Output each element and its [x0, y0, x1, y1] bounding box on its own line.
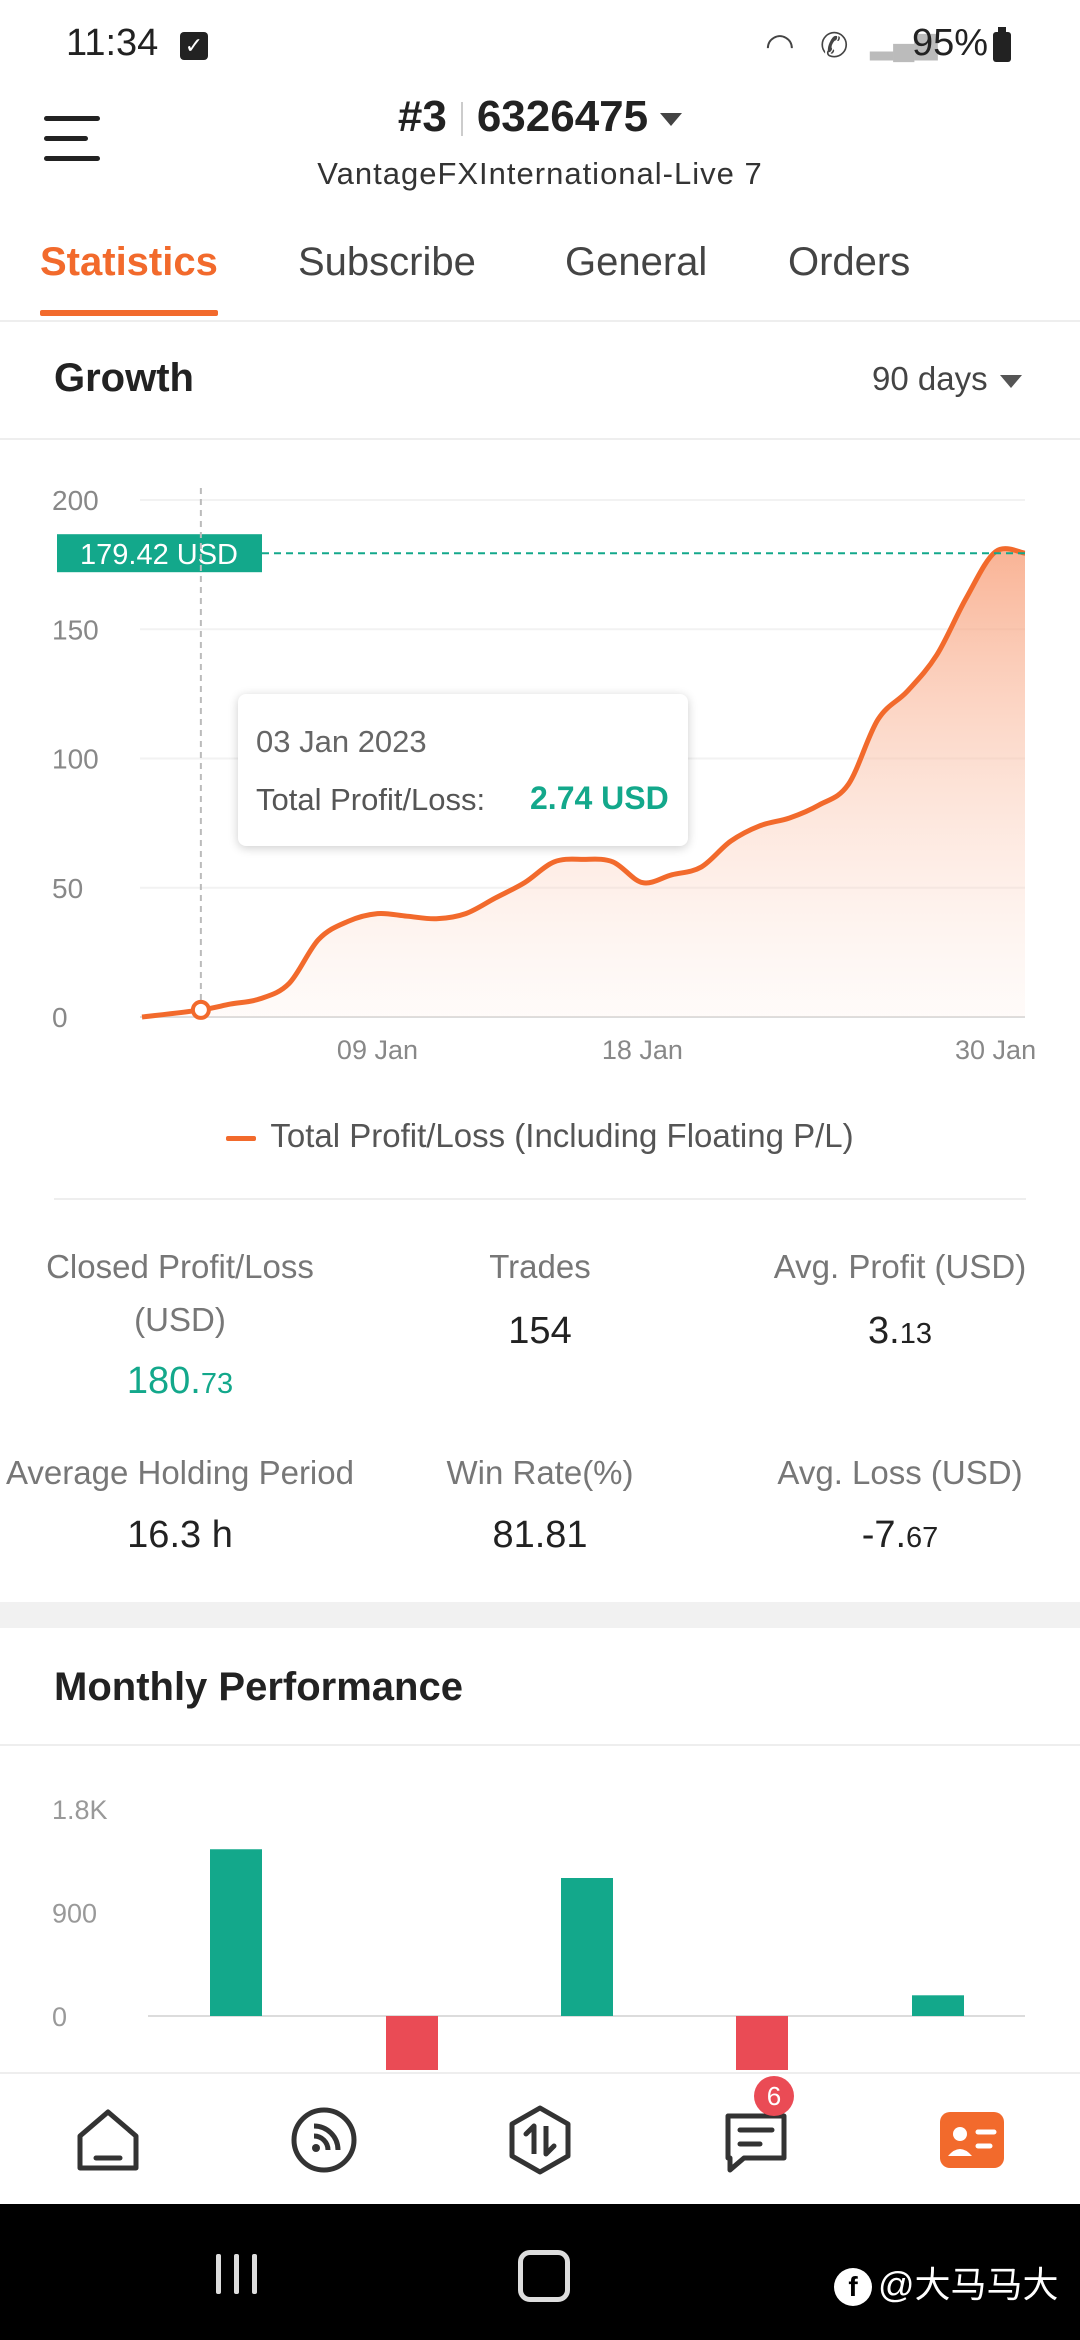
watermark-text: @大马马大	[878, 2264, 1059, 2305]
legend-swatch	[226, 1135, 257, 1141]
current-value-badge	[57, 534, 262, 573]
avg-profit-label: Avg. Profit (USD)	[773, 1248, 1027, 1285]
status-bar: 11:34 ✓ ◠ ✆ ▂▄▆ 95%	[0, 0, 1080, 90]
monthly-performance-chart[interactable]: 0 900 1.8K	[0, 1750, 1080, 2070]
divider	[0, 1744, 1080, 1746]
y-tick-label: 100	[52, 744, 99, 775]
tab-general[interactable]: General	[565, 240, 708, 284]
system-home-icon[interactable]	[518, 2250, 570, 2302]
monthly-bar	[386, 2016, 438, 2070]
account-card-icon[interactable]	[930, 2098, 1014, 2182]
y-tick-label: 0	[52, 1002, 68, 1033]
title-separator	[460, 102, 463, 137]
signal-icon: ▂▄▆	[870, 27, 938, 60]
monthly-bar	[561, 1878, 613, 2016]
avg-loss-decimals: 67	[906, 1522, 939, 1554]
home-icon[interactable]	[66, 2098, 150, 2182]
closed-pl-label: Closed Profit/Loss (USD)	[46, 1248, 314, 1338]
chart-legend: Total Profit/Loss (Including Floating P/…	[0, 1117, 1080, 1155]
messages-badge: 6	[754, 2076, 794, 2116]
tooltip-date: 03 Jan 2023	[256, 724, 427, 759]
range-value: 90 days	[872, 360, 988, 397]
x-tick-label: 30 Jan	[955, 1035, 1036, 1065]
growth-chart[interactable]: 0 50 100 150 200 09 Jan 18 Jan 30 Jan 179.42 U…	[0, 440, 1080, 1100]
monthly-bar	[912, 1995, 964, 2016]
growth-title: Growth	[54, 356, 194, 400]
bottom-nav: 6	[0, 2072, 1080, 2206]
profit-area-fill	[142, 548, 1025, 1017]
avg-loss-main: -7.	[861, 1514, 907, 1556]
closed-pl-value: 180.73	[30, 1360, 330, 1403]
trades-label: Trades	[489, 1248, 591, 1285]
closed-pl-main: 180.	[126, 1360, 201, 1402]
trade-icon[interactable]	[498, 2098, 582, 2182]
status-time: 11:34	[66, 22, 159, 64]
y-tick-label: 200	[52, 485, 99, 516]
recent-apps-icon[interactable]	[216, 2254, 264, 2294]
checkbox-icon: ✓	[180, 32, 208, 60]
y-tick-label: 1.8K	[52, 1795, 108, 1825]
tooltip-value: 2.74 USD	[530, 780, 669, 816]
highlight-point	[190, 999, 211, 1020]
x-tick-label: 18 Jan	[602, 1035, 683, 1065]
tab-orders[interactable]: Orders	[788, 240, 911, 284]
y-tick-label: 0	[52, 2002, 67, 2032]
tooltip-label: Total Profit/Loss:	[256, 782, 486, 817]
menu-icon[interactable]	[44, 116, 104, 166]
signals-icon[interactable]	[282, 2098, 366, 2182]
section-separator	[0, 1602, 1080, 1628]
current-value-label: 179.42 USD	[80, 539, 238, 571]
winrate-value: 81.81	[492, 1514, 588, 1556]
battery-icon	[993, 27, 1011, 62]
system-nav-bar: f @大马马大	[0, 2204, 1080, 2340]
range-dropdown[interactable]: 90 days	[872, 360, 1022, 398]
y-tick-label: 150	[52, 614, 99, 645]
legend-label: Total Profit/Loss (Including Floating P/…	[270, 1117, 854, 1154]
active-tab-indicator	[40, 310, 218, 316]
account-number: 6326475	[476, 92, 649, 141]
tab-statistics[interactable]: Statistics	[40, 240, 218, 284]
avg-loss-label: Avg. Loss (USD)	[777, 1454, 1023, 1491]
monthly-bar	[736, 2016, 788, 2070]
avg-profit-value: 3.13	[750, 1310, 1050, 1353]
divider	[0, 438, 1080, 440]
x-tick-label: 09 Jan	[337, 1035, 418, 1065]
caret-down-icon	[660, 112, 683, 126]
account-index: #3	[397, 92, 447, 141]
monthly-bar	[210, 1849, 262, 2016]
trades-value: 154	[508, 1310, 572, 1352]
caret-down-icon	[999, 374, 1022, 388]
messages-icon[interactable]: 6	[714, 2076, 798, 2182]
avg-profit-decimals: 13	[899, 1318, 932, 1350]
holding-value: 16.3 h	[127, 1514, 233, 1556]
server-name: VantageFXInternational-Live 7	[317, 156, 763, 191]
battery-percent: 95%	[912, 22, 989, 64]
monthly-performance-title: Monthly Performance	[54, 1665, 463, 1709]
watermark: f @大马马大	[834, 2256, 1059, 2308]
y-tick-label: 50	[52, 873, 83, 904]
divider	[54, 1198, 1026, 1200]
chart-tooltip: 03 Jan 2023 Total Profit/Loss: 2.74 USD	[238, 694, 688, 846]
avg-loss-value: -7.67	[750, 1514, 1050, 1557]
account-selector[interactable]: #3 6326475	[0, 92, 1080, 142]
y-tick-label: 900	[52, 1899, 97, 1929]
wifi-call-icon: ✆	[820, 27, 849, 65]
weibo-logo-icon: f	[834, 2268, 872, 2307]
wifi-icon: ◠	[765, 27, 795, 65]
tab-bar: Statistics Subscribe General Orders	[0, 232, 1080, 322]
holding-label: Average Holding Period	[6, 1454, 354, 1491]
tab-subscribe[interactable]: Subscribe	[298, 240, 476, 284]
avg-profit-main: 3.	[868, 1310, 900, 1352]
closed-pl-decimals: 73	[200, 1368, 234, 1400]
winrate-label: Win Rate(%)	[446, 1454, 634, 1491]
profit-line	[141, 546, 1026, 1020]
